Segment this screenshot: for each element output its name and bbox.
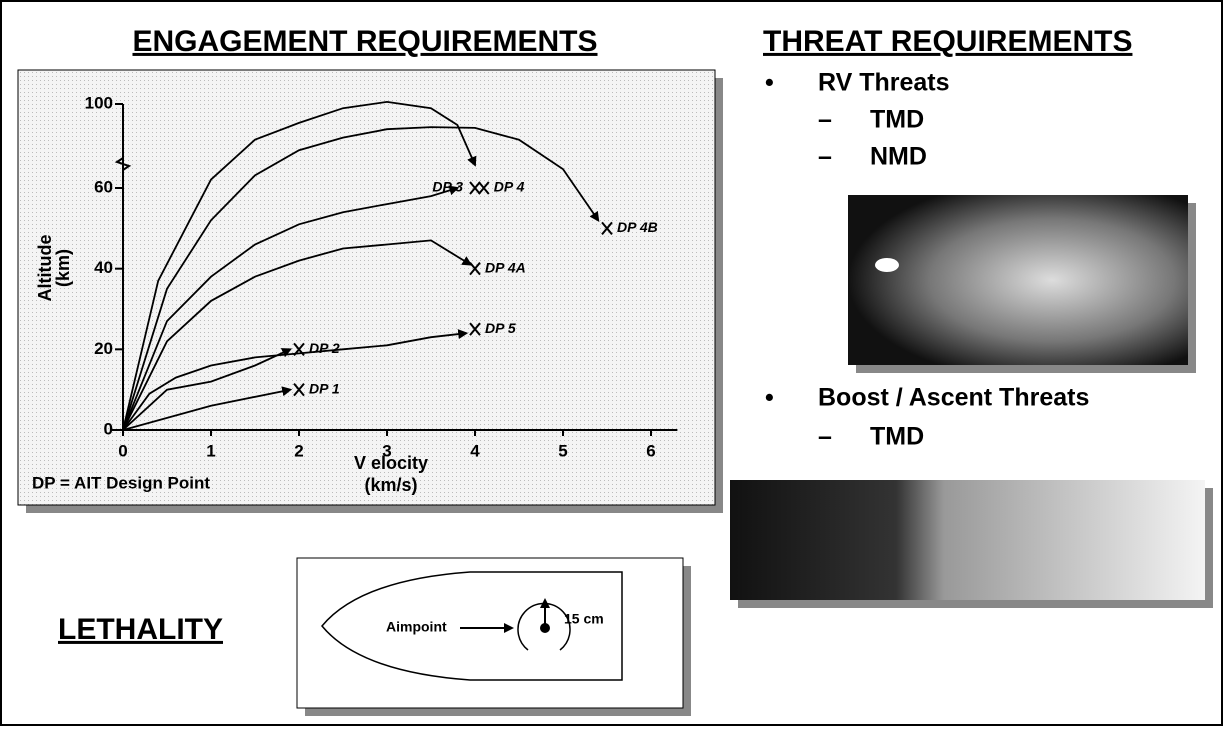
design-point-label: DP 2 (309, 340, 340, 356)
chart-note: DP = AIT Design Point (32, 473, 210, 492)
y-tick-label: 0 (104, 419, 113, 438)
threat-title: RV Threats (818, 69, 950, 97)
threat-item: NMD (870, 143, 927, 171)
x-axis-label: V elocity (354, 453, 428, 473)
radius-label: 15 cm (564, 611, 604, 627)
diagram-box (297, 558, 683, 708)
x-tick-label: 0 (118, 441, 127, 460)
bullet: • (765, 384, 774, 412)
design-point-label: DP 4 (494, 179, 525, 195)
x-tick-label: 4 (470, 441, 480, 460)
page: ENGAGEMENT REQUIREMENTS THREAT REQUIREME… (0, 0, 1223, 731)
x-tick-label: 2 (294, 441, 303, 460)
design-point-label: DP 1 (309, 380, 340, 396)
x-tick-label: 5 (558, 441, 567, 460)
y-tick-label: 100 (85, 93, 113, 112)
lethality-title: LETHALITY (58, 613, 223, 646)
design-point-label: DP 5 (485, 320, 516, 336)
x-axis-unit: (km/s) (364, 475, 417, 495)
right-heading: THREAT REQUIREMENTS (763, 25, 1132, 58)
bullet: • (765, 69, 774, 97)
aimpoint-label: Aimpoint (386, 619, 447, 635)
y-tick-label: 60 (94, 177, 113, 196)
design-point-label: DP 4A (485, 259, 526, 275)
y-axis-unit: (km) (53, 249, 73, 287)
threat-title: Boost / Ascent Threats (818, 384, 1089, 412)
design-point-label: DP 3 (432, 179, 463, 195)
left-heading: ENGAGEMENT REQUIREMENTS (132, 25, 597, 58)
threat-item: TMD (870, 106, 924, 134)
rv-image (848, 195, 1188, 365)
rv-image-core (875, 258, 899, 272)
threat-item: TMD (870, 423, 924, 451)
dash: – (818, 106, 832, 134)
x-tick-label: 1 (206, 441, 215, 460)
boost-image (730, 480, 1205, 600)
x-tick-label: 6 (646, 441, 655, 460)
y-axis-label: Altitude (35, 235, 55, 302)
dash: – (818, 143, 832, 171)
y-tick-label: 40 (94, 258, 113, 277)
design-point-label: DP 4B (617, 219, 658, 235)
y-tick-label: 20 (94, 339, 113, 358)
slide: ENGAGEMENT REQUIREMENTS THREAT REQUIREME… (0, 0, 1223, 726)
dash: – (818, 423, 832, 451)
